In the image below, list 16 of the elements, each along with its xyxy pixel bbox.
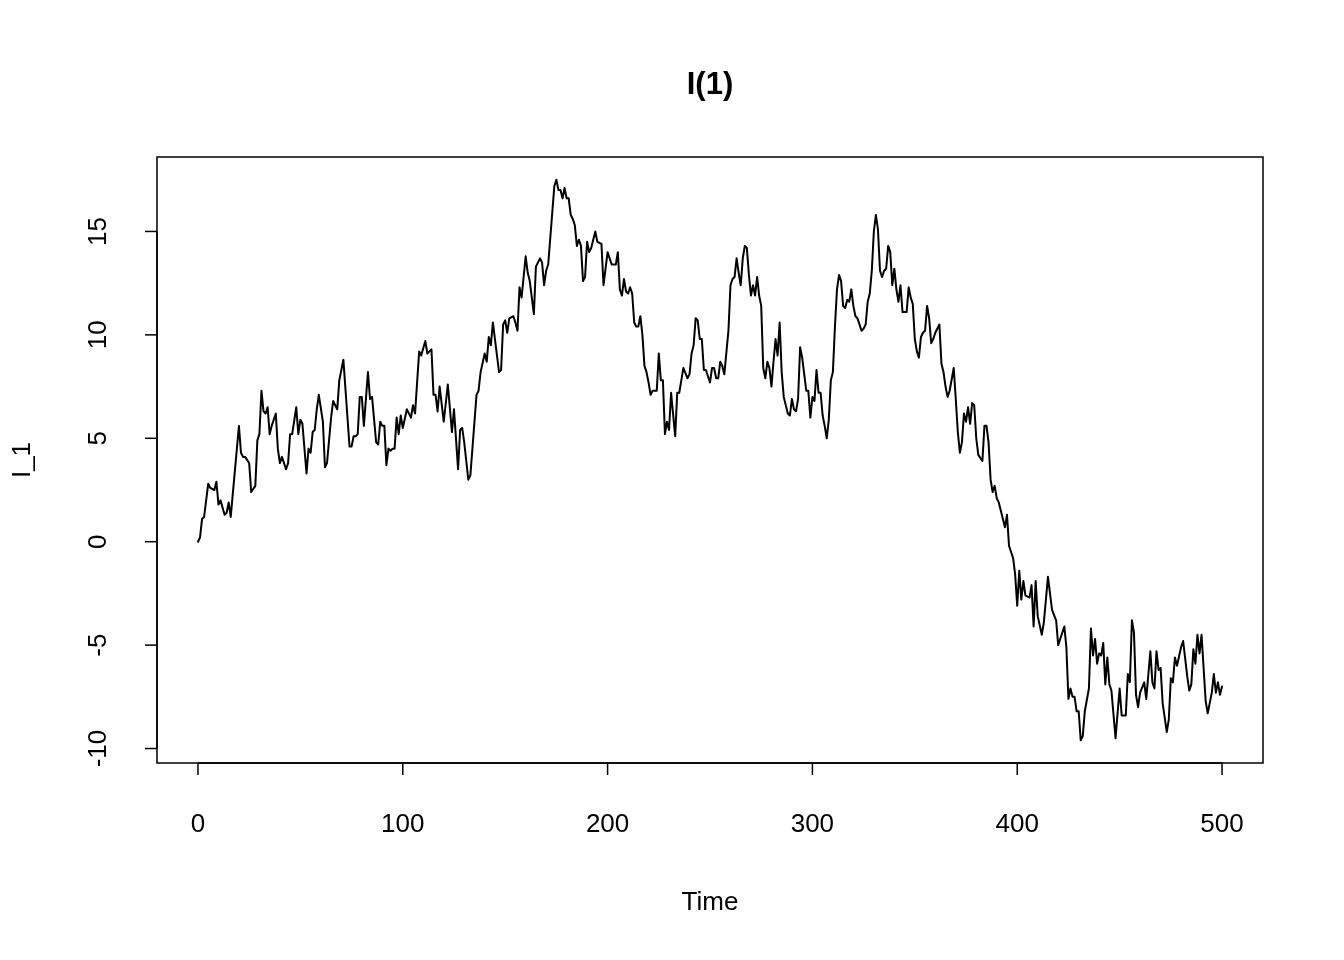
y-tick-label: 0 (82, 534, 112, 549)
chart-title: I(1) (686, 66, 734, 101)
y-tick-label: -5 (82, 633, 112, 657)
x-axis-title: Time (681, 886, 739, 916)
x-tick-label: 400 (995, 808, 1039, 838)
x-tick-label: 500 (1200, 808, 1244, 838)
x-tick-label: 0 (190, 808, 206, 838)
y-tick-label: 5 (82, 431, 112, 446)
x-tick-label: 300 (790, 808, 835, 838)
x-tick-label: 200 (585, 808, 630, 838)
y-tick-label: -10 (82, 729, 112, 768)
line-series (196, 178, 1224, 742)
x-tick-label: 100 (381, 808, 425, 838)
y-axis-title: I_1 (6, 441, 36, 479)
y-tick-label: 10 (82, 320, 112, 350)
y-tick-label: 15 (82, 217, 112, 246)
